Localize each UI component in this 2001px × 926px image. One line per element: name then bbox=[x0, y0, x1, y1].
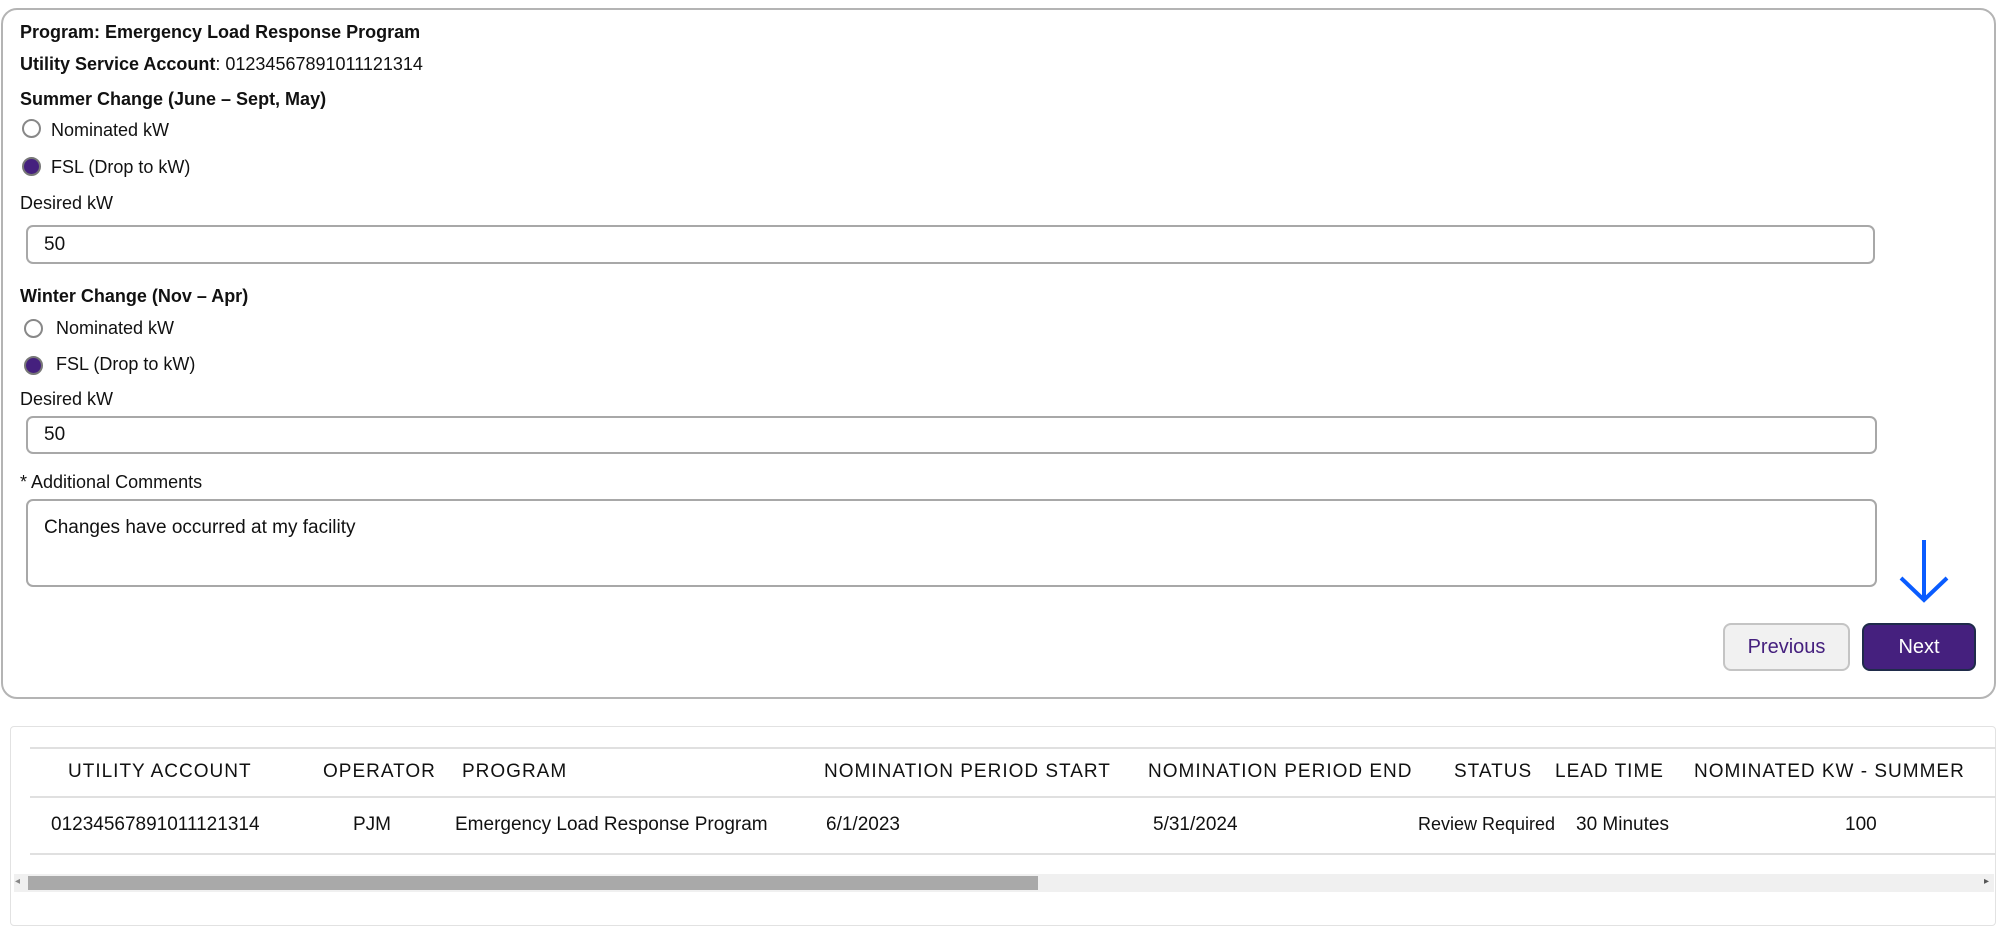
summer-heading: Summer Change (June – Sept, May) bbox=[20, 89, 327, 109]
cell-lead-time: 30 Minutes bbox=[1576, 814, 1669, 835]
program-label: Program: Emergency Load Response Program bbox=[20, 22, 421, 42]
col-program[interactable]: PROGRAM bbox=[462, 761, 568, 782]
row-divider bbox=[30, 853, 1996, 855]
col-operator[interactable]: OPERATOR bbox=[323, 761, 436, 782]
cell-period-end: 5/31/2024 bbox=[1153, 814, 1238, 835]
account-value: : 01234567891011121314 bbox=[215, 54, 423, 74]
cell-status: Review Required bbox=[1418, 814, 1556, 834]
col-status[interactable]: STATUS bbox=[1454, 761, 1533, 782]
col-utility-account[interactable]: UTILITY ACCOUNT bbox=[68, 761, 252, 782]
cell-operator: PJM bbox=[353, 814, 391, 835]
previous-button[interactable]: Previous bbox=[1723, 623, 1850, 671]
summer-nominated-radio[interactable] bbox=[22, 119, 41, 138]
cell-program: Emergency Load Response Program bbox=[455, 814, 768, 835]
scroll-left-icon[interactable]: ◂ bbox=[15, 876, 21, 887]
winter-heading: Winter Change (Nov – Apr) bbox=[20, 286, 249, 306]
cell-nominated-kw-summer: 100 bbox=[1845, 814, 1877, 835]
winter-nominated-label[interactable]: Nominated kW bbox=[56, 318, 175, 338]
arrow-down-icon bbox=[1899, 540, 1949, 603]
summer-nominated-label[interactable]: Nominated kW bbox=[51, 120, 170, 140]
scrollbar-thumb[interactable] bbox=[28, 876, 1038, 890]
header-top-divider bbox=[30, 747, 1996, 749]
summer-fsl-radio[interactable] bbox=[22, 157, 41, 176]
account-label: Utility Service Account bbox=[20, 54, 216, 74]
cell-utility-account: 01234567891011121314 bbox=[51, 814, 260, 835]
winter-desired-label: Desired kW bbox=[20, 389, 114, 409]
account-line: Utility Service Account: 012345678910111… bbox=[20, 53, 423, 75]
summer-fsl-label[interactable]: FSL (Drop to kW) bbox=[51, 157, 191, 177]
winter-fsl-label[interactable]: FSL (Drop to kW) bbox=[56, 354, 196, 374]
winter-nominated-radio[interactable] bbox=[24, 319, 43, 338]
comments-textarea[interactable]: Changes have occurred at my facility bbox=[26, 499, 1877, 587]
col-period-end[interactable]: NOMINATION PERIOD END bbox=[1148, 761, 1413, 782]
next-button[interactable]: Next bbox=[1862, 623, 1976, 671]
change-request-card bbox=[1, 8, 1996, 699]
scroll-right-icon[interactable]: ▸ bbox=[1984, 876, 1990, 887]
col-nominated-kw-summer[interactable]: NOMINATED KW - SUMMER bbox=[1694, 761, 1965, 782]
nominations-table bbox=[10, 726, 1996, 926]
comments-label: * Additional Comments bbox=[20, 472, 203, 492]
header-bottom-divider bbox=[30, 796, 1996, 798]
col-lead-time[interactable]: LEAD TIME bbox=[1555, 761, 1664, 782]
cell-period-start: 6/1/2023 bbox=[826, 814, 900, 835]
winter-desired-kw-input[interactable] bbox=[26, 416, 1877, 454]
winter-fsl-radio[interactable] bbox=[24, 356, 43, 375]
col-period-start[interactable]: NOMINATION PERIOD START bbox=[824, 761, 1111, 782]
summer-desired-label: Desired kW bbox=[20, 193, 114, 213]
summer-desired-kw-input[interactable] bbox=[26, 225, 1875, 264]
